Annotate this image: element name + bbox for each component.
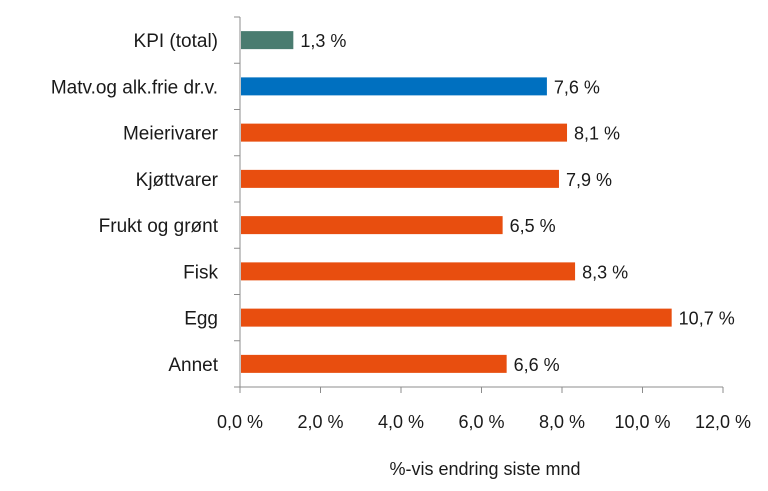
category-label-1: Matv.og alk.frie dr.v. — [51, 77, 218, 98]
x-tick-label-0: 0,0 % — [217, 412, 263, 432]
category-label-0: KPI (total) — [134, 31, 218, 52]
category-label-4: Frukt og grønt — [99, 216, 219, 237]
bars-group — [241, 31, 672, 373]
category-label-3: Kjøttvarer — [136, 170, 219, 191]
bar-6 — [241, 308, 672, 327]
data-label-3: 7,9 % — [566, 170, 612, 190]
data-label-7: 6,6 % — [514, 355, 560, 375]
category-label-7: Annet — [168, 355, 218, 376]
x-tick-label-1: 2,0 % — [297, 412, 343, 432]
bar-5 — [241, 262, 576, 281]
category-label-6: Egg — [184, 309, 218, 330]
category-label-5: Fisk — [183, 262, 218, 283]
bar-0 — [241, 31, 294, 50]
axes-group — [234, 16, 724, 393]
data-label-1: 7,6 % — [554, 77, 600, 97]
bar-2 — [241, 123, 568, 142]
bar-4 — [241, 216, 503, 235]
bar-7 — [241, 354, 507, 373]
x-tick-label-2: 4,0 % — [378, 412, 424, 432]
data-label-4: 6,5 % — [510, 216, 556, 236]
data-label-0: 1,3 % — [300, 31, 346, 51]
data-label-5: 8,3 % — [582, 262, 628, 282]
data-label-6: 10,7 % — [679, 309, 735, 329]
data-label-2: 8,1 % — [574, 124, 620, 144]
labels-group: 1,3 % KPI (total) 7,6 % Matv.og alk.frie dr… — [51, 31, 751, 432]
x-tick-label-6: 12,0 % — [695, 412, 751, 432]
bar-3 — [241, 169, 559, 188]
x-tick-label-4: 8,0 % — [539, 412, 585, 432]
x-tick-label-3: 6,0 % — [458, 412, 504, 432]
bar-1 — [241, 77, 547, 96]
x-tick-label-5: 10,0 % — [614, 412, 670, 432]
x-axis-title: %-vis endring siste mnd — [389, 459, 580, 479]
category-label-2: Meierivarer — [123, 124, 219, 145]
